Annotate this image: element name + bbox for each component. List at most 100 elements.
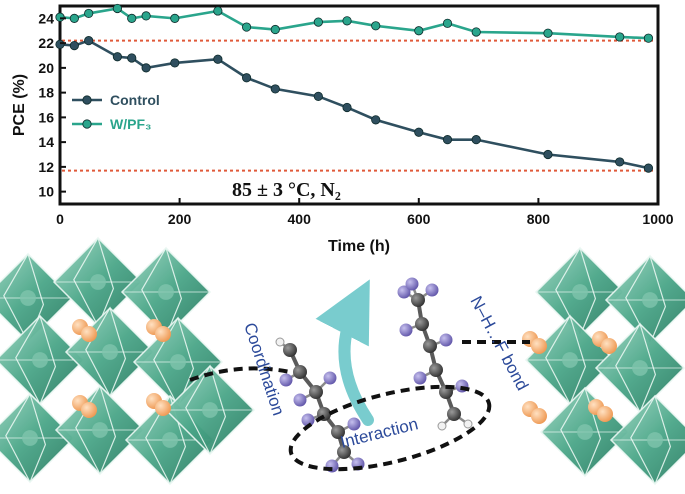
fluorine-atom-icon: [413, 371, 427, 385]
data-point: [471, 27, 481, 37]
octahedron-icon: [0, 392, 76, 484]
data-point: [342, 102, 352, 113]
fluorine-atom-icon: [439, 333, 453, 347]
fluorine-atom-icon: [425, 283, 439, 297]
data-point: [442, 18, 453, 28]
data-point: [213, 6, 223, 16]
octahedron-icon: [54, 384, 146, 476]
series-layer: [55, 3, 654, 173]
data-point: [615, 32, 625, 42]
octahedron-icon: [524, 314, 616, 406]
cation-icon: [588, 399, 613, 422]
coordination-dashed-line: [189, 366, 291, 382]
data-point: [141, 63, 151, 73]
perovskite-lattice-left: [0, 236, 256, 486]
data-point: [270, 24, 280, 35]
x-axis-title: Time (h): [328, 238, 390, 255]
octahedron-icon: [539, 386, 631, 478]
cation-icon: [146, 393, 171, 416]
y-axis-title: PCE (%): [11, 74, 28, 136]
y-tick-label: 20: [38, 60, 54, 76]
data-point: [69, 13, 79, 23]
carbon-atom-icon: [293, 365, 307, 379]
y-tick-label: 16: [38, 109, 54, 125]
fluorine-atom-icon: [405, 277, 419, 291]
carbon-atom-icon: [447, 407, 461, 421]
data-point: [112, 52, 123, 62]
octahedron-icon: [534, 246, 626, 338]
legend: Control W/PF₃: [72, 92, 160, 132]
data-point: [55, 12, 65, 22]
perovskite-lattice-right: [522, 246, 685, 486]
carbon-atom-icon: [411, 293, 425, 307]
y-tick-label: 24: [38, 10, 54, 26]
data-point: [84, 8, 94, 19]
data-point: [543, 149, 553, 160]
octahedron-icon: [164, 364, 256, 456]
reference-lines: [62, 39, 656, 172]
octahedron-icon: [609, 394, 685, 486]
data-point: [414, 127, 424, 137]
fluorine-atom-icon: [323, 371, 337, 385]
octahedron-icon: [52, 236, 144, 328]
carbon-atom-icon: [415, 317, 429, 331]
x-tick-label: 0: [56, 211, 64, 227]
y-axis-ticks: 10 12 14 16 18 20 22 24: [38, 10, 66, 200]
hydrogen-atom-icon: [437, 421, 447, 431]
data-point: [69, 40, 79, 51]
data-point: [241, 73, 252, 83]
data-point: [471, 135, 481, 145]
data-point: [84, 36, 94, 46]
data-point: [55, 39, 65, 49]
cation-icon: [72, 319, 97, 342]
data-point: [643, 163, 654, 173]
x-tick-label: 600: [407, 211, 431, 227]
x-tick-label: 1000: [642, 211, 673, 227]
data-point: [342, 16, 352, 26]
x-tick-label: 200: [168, 211, 192, 227]
data-point: [112, 3, 123, 14]
octahedron-icon: [120, 246, 212, 338]
data-point: [141, 11, 151, 21]
legend-label: Control: [110, 92, 160, 108]
x-tick-label: 800: [527, 211, 551, 227]
curved-arrow-icon: [315, 279, 374, 426]
cation-icon: [72, 395, 97, 418]
cation-icon: [146, 319, 171, 342]
hydrogen-atom-icon: [275, 337, 285, 347]
data-point: [213, 54, 223, 64]
data-point: [170, 58, 180, 68]
cation-icon: [522, 401, 547, 424]
plot-frame: [58, 4, 660, 206]
fluorine-atom-icon: [347, 417, 361, 431]
fluorine-atom-icon: [301, 413, 315, 427]
data-point: [313, 17, 323, 27]
fluorine-atom-icon: [397, 285, 411, 299]
legend-label: W/PF₃: [110, 116, 151, 132]
hydrogen-atom-icon: [463, 419, 473, 429]
pf3-molecule-right: [397, 277, 473, 431]
interaction-schematic: Coordination Interaction N–H…F bond: [0, 236, 685, 486]
y-tick-label: 10: [38, 184, 54, 200]
data-point: [313, 91, 323, 101]
y-tick-label: 22: [38, 35, 54, 51]
legend-swatch-marker: [82, 95, 92, 105]
y-tick-label: 18: [38, 85, 54, 101]
data-point: [543, 28, 553, 38]
data-point: [371, 21, 381, 31]
cation-icon: [592, 331, 617, 354]
carbon-atom-icon: [309, 385, 323, 399]
data-point: [170, 13, 180, 23]
fluorine-atom-icon: [293, 393, 307, 407]
octahedron-icon: [0, 314, 86, 406]
data-point: [414, 26, 424, 36]
x-axis-ticks: 0 200 400 600 800 1000: [56, 198, 674, 227]
carbon-atom-icon: [331, 425, 345, 439]
carbon-atom-icon: [423, 339, 437, 353]
fluorine-atom-icon: [399, 323, 413, 337]
carbon-atom-icon: [337, 445, 351, 459]
data-point: [442, 135, 453, 145]
fluorine-atom-icon: [279, 373, 293, 387]
data-point: [241, 22, 252, 32]
